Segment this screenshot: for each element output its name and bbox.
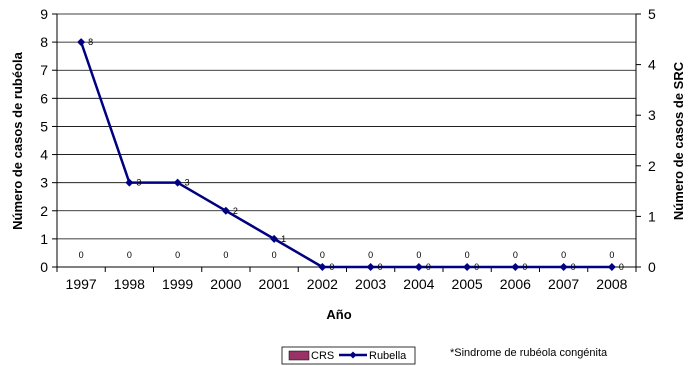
rubella-data-label: 0 [571, 262, 576, 272]
right-y-tick-labels: 0 1 2 3 4 5 [648, 6, 656, 275]
axes [52, 13, 641, 272]
right-y-tick-label: 2 [648, 158, 656, 174]
left-y-tick-label: 2 [40, 203, 48, 219]
rubella-data-label: 0 [619, 262, 624, 272]
x-tick-label: 1999 [162, 276, 193, 292]
rubella-data-label: 0 [329, 262, 334, 272]
crs-data-label: 0 [513, 250, 518, 260]
rubella-point [125, 178, 134, 187]
footnote: *Sindrome de rubéola congénita [450, 347, 608, 359]
left-y-tick-label: 1 [40, 231, 48, 247]
legend-rubella-marker [349, 351, 357, 359]
rubella-point [270, 234, 279, 243]
left-y-tick-label: 7 [40, 62, 48, 78]
rubella-data-label: 3 [185, 178, 190, 188]
crs-data-label: 0 [368, 250, 373, 260]
left-y-tick-labels: 0 1 2 3 4 5 6 7 8 9 [40, 6, 48, 275]
rubella-series [77, 38, 616, 271]
crs-data-label: 0 [561, 250, 566, 260]
rubella-point [77, 38, 86, 47]
rubella-data-label: 3 [136, 178, 141, 188]
rubella-data-label: 8 [88, 37, 93, 47]
right-y-tick-label: 0 [648, 259, 656, 275]
legend: CRS Rubella [281, 346, 416, 365]
x-tick-label: 2008 [596, 276, 627, 292]
crs-data-label: 0 [272, 250, 277, 260]
rubella-point [366, 263, 375, 271]
rubella-point [607, 263, 616, 271]
rubella-point [318, 263, 327, 271]
x-tick-label: 2001 [259, 276, 290, 292]
rubella-point [414, 263, 423, 271]
right-y-tick-label: 5 [648, 6, 656, 22]
x-tick-labels: 1997 1998 1999 2000 2001 2002 2003 2004 2005 2006… [66, 276, 628, 292]
right-y-tick-label: 1 [648, 208, 656, 224]
left-y-tick-label: 6 [40, 90, 48, 106]
rubella-point [511, 263, 520, 271]
x-tick-label: 2004 [403, 276, 434, 292]
rubella-data-label: 0 [378, 262, 383, 272]
right-y-tick-label: 3 [648, 107, 656, 123]
crs-data-label: 0 [127, 250, 132, 260]
left-y-tick-label: 8 [40, 34, 48, 50]
gridlines [57, 13, 636, 240]
x-tick-label: 2003 [355, 276, 386, 292]
legend-crs-swatch [288, 350, 310, 361]
right-y-axis-title: Número de casos de SRC [671, 61, 686, 220]
rubella-data-label: 2 [233, 206, 238, 216]
crs-data-label: 0 [175, 250, 180, 260]
x-tick-label: 2007 [548, 276, 579, 292]
x-tick-label: 2005 [452, 276, 483, 292]
x-tick-label: 2000 [210, 276, 241, 292]
left-y-tick-label: 0 [40, 259, 48, 275]
crs-data-label: 0 [223, 250, 228, 260]
left-y-tick-label: 3 [40, 175, 48, 191]
legend-rubella-label: Rubella [369, 350, 407, 362]
left-y-tick-label: 4 [40, 147, 48, 163]
rubella-point [173, 178, 182, 187]
rubella-point [221, 206, 230, 215]
rubella-data-label: 0 [474, 262, 479, 272]
rubella-data-label: 0 [522, 262, 527, 272]
crs-data-label: 0 [320, 250, 325, 260]
crs-data-label: 0 [416, 250, 421, 260]
crs-data-label: 0 [609, 250, 614, 260]
left-y-tick-label: 5 [40, 118, 48, 134]
rubella-point [463, 263, 472, 271]
crs-data-labels: 0 0 0 0 0 0 0 0 0 0 0 0 [79, 250, 615, 260]
left-y-tick-label: 9 [40, 6, 48, 22]
legend-crs-label: CRS [311, 350, 334, 362]
rubella-data-label: 0 [426, 262, 431, 272]
left-y-axis-title: Número de casos de rubéola [10, 51, 25, 229]
crs-data-label: 0 [465, 250, 470, 260]
x-tick-label: 1997 [66, 276, 97, 292]
x-axis-title: Año [326, 307, 351, 322]
right-y-tick-label: 4 [648, 57, 656, 73]
x-tick-label: 1998 [114, 276, 145, 292]
x-tick-label: 2006 [500, 276, 531, 292]
x-tick-label: 2002 [307, 276, 338, 292]
rubella-line [79, 41, 612, 269]
rubella-data-label: 1 [281, 234, 286, 244]
rubella-point [559, 263, 568, 271]
crs-data-label: 0 [79, 250, 84, 260]
